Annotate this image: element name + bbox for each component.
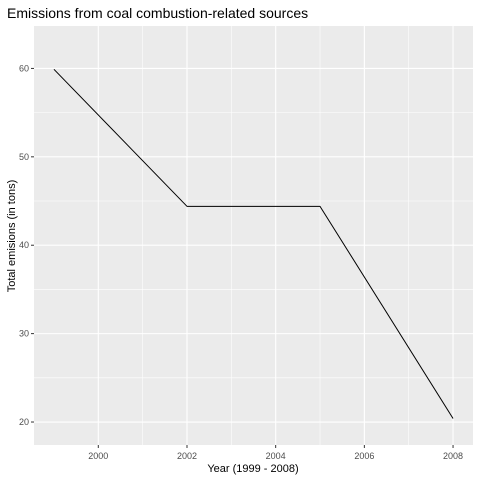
- x-tick-label: 2002: [177, 451, 197, 461]
- x-axis-title: Year (1999 - 2008): [207, 463, 298, 475]
- y-tick-label: 50: [19, 152, 29, 162]
- plot-panel: [34, 26, 473, 445]
- series-layer: [53, 68, 454, 419]
- major-gridlines: [34, 26, 473, 445]
- y-axis-title: Total emisions (in tons): [6, 180, 18, 293]
- x-tick-label: 2000: [88, 451, 108, 461]
- chart-title: Emissions from coal combustion-related s…: [7, 5, 308, 21]
- y-tick-label: 40: [19, 240, 29, 250]
- y-tick-label: 30: [19, 329, 29, 339]
- y-tick-label: 60: [19, 63, 29, 73]
- series-line: [53, 68, 454, 419]
- x-axis: 2000 2002 2004 2006 2008: [88, 445, 463, 461]
- x-tick-label: 2006: [354, 451, 374, 461]
- minor-gridlines: [34, 26, 473, 445]
- y-axis: 20 30 40 50 60: [19, 63, 34, 427]
- x-tick-label: 2004: [266, 451, 286, 461]
- x-tick-label: 2008: [443, 451, 463, 461]
- y-tick-label: 20: [19, 417, 29, 427]
